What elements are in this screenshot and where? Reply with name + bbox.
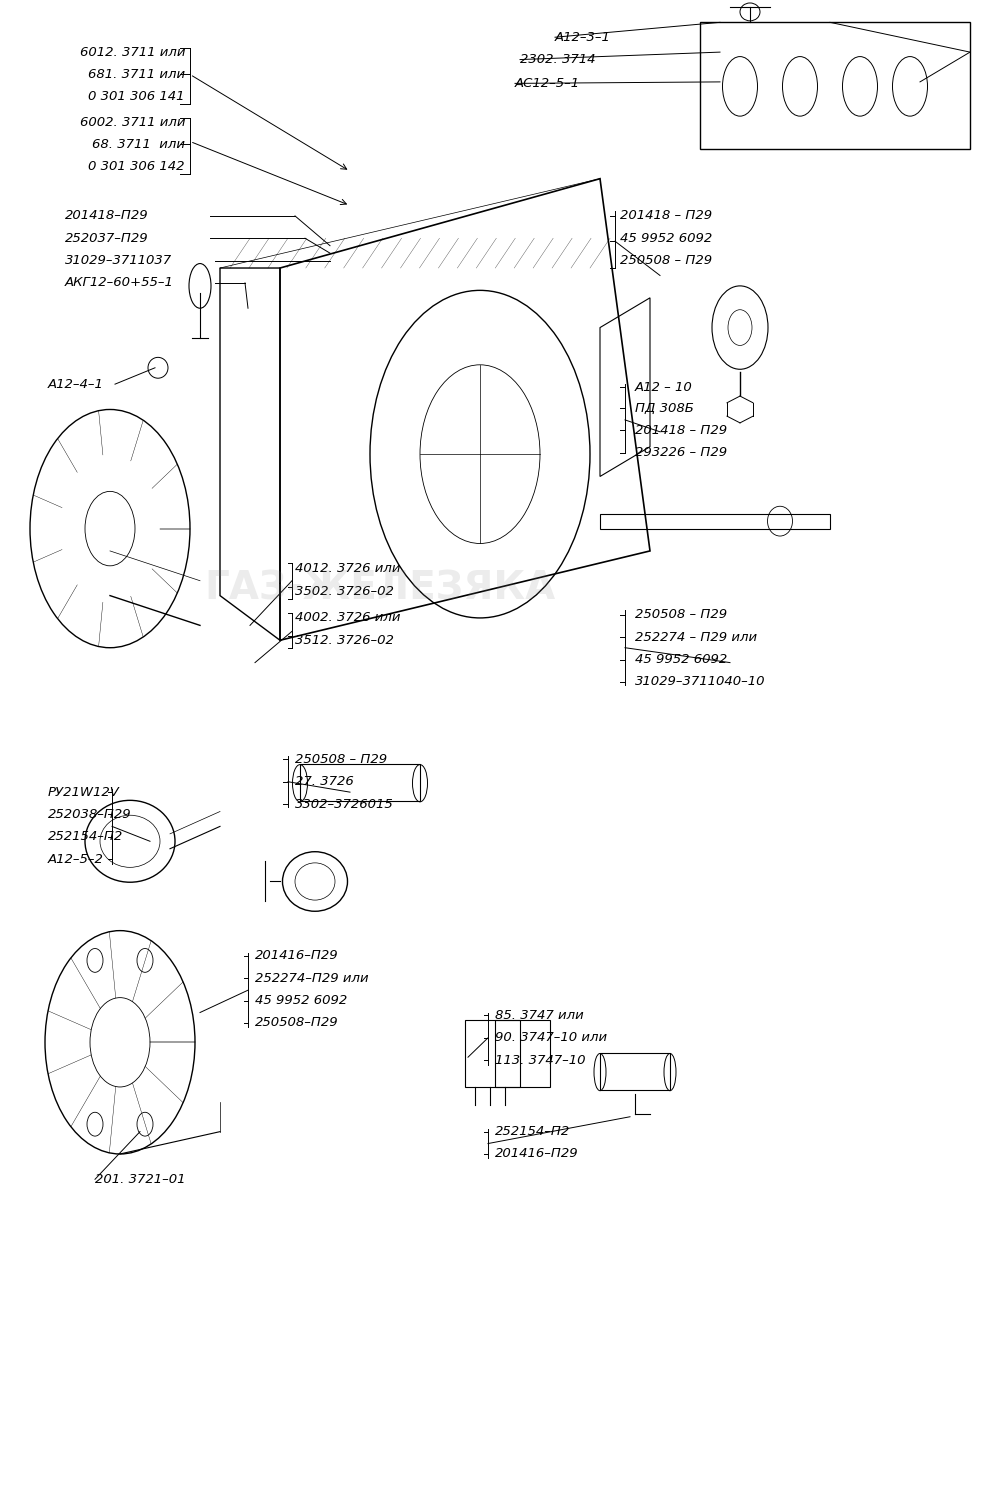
Text: 31029–3711040–10: 31029–3711040–10 (635, 676, 766, 688)
Text: 90. 3747–10 или: 90. 3747–10 или (495, 1032, 607, 1044)
Text: 201418 – П29: 201418 – П29 (635, 424, 727, 436)
Text: 252274 – П29 или: 252274 – П29 или (635, 631, 757, 643)
Bar (700, 22, 970, 149)
Text: 252274–П29 или: 252274–П29 или (255, 972, 369, 984)
Text: ПД 308Б: ПД 308Б (635, 402, 694, 414)
Bar (600, 1053, 670, 1090)
Bar (465, 1020, 520, 1087)
Text: 85. 3747 или: 85. 3747 или (495, 1010, 584, 1021)
Text: АКГ12–60+55–1: АКГ12–60+55–1 (65, 277, 174, 289)
Text: 45 9952 6092: 45 9952 6092 (620, 232, 712, 244)
Bar (495, 1020, 550, 1087)
Text: 201418–П29: 201418–П29 (65, 210, 149, 222)
Text: 27. 3726: 27. 3726 (295, 776, 354, 788)
Text: 3502. 3726–02: 3502. 3726–02 (295, 585, 394, 597)
Text: 681. 3711 или: 681. 3711 или (88, 68, 185, 80)
Text: ГАЗ-ЖЕЛЕЗЯКА: ГАЗ-ЖЕЛЕЗЯКА (204, 569, 556, 608)
Text: 252038–П29: 252038–П29 (48, 809, 132, 820)
Text: РУ21W12V: РУ21W12V (48, 786, 120, 798)
Text: 201. 3721–01: 201. 3721–01 (95, 1173, 186, 1185)
Text: А12–5–2: А12–5–2 (48, 853, 104, 865)
Text: 201418 – П29: 201418 – П29 (620, 210, 712, 222)
Text: 250508–П29: 250508–П29 (255, 1017, 339, 1029)
Text: А12–4–1: А12–4–1 (48, 378, 104, 390)
Text: 4002. 3726 или: 4002. 3726 или (295, 612, 400, 624)
Text: 3512. 3726–02: 3512. 3726–02 (295, 634, 394, 646)
Text: 6012. 3711 или: 6012. 3711 или (80, 46, 185, 58)
Text: 201416–П29: 201416–П29 (255, 950, 339, 962)
Text: 31029–3711037: 31029–3711037 (65, 255, 172, 267)
Text: 113. 3747–10: 113. 3747–10 (495, 1054, 586, 1066)
Text: 250508 – П29: 250508 – П29 (635, 609, 727, 621)
Text: А12–3–1: А12–3–1 (555, 31, 611, 43)
Bar (300, 764, 420, 801)
Text: 0 301 306 141: 0 301 306 141 (88, 91, 185, 103)
Text: 252154–П2: 252154–П2 (48, 831, 123, 843)
Text: 45 9952 6092: 45 9952 6092 (635, 654, 727, 666)
Text: АС12–5–1: АС12–5–1 (515, 77, 580, 89)
Text: 0 301 306 142: 0 301 306 142 (88, 161, 185, 173)
Text: 68. 3711  или: 68. 3711 или (92, 138, 185, 150)
Text: 201416–П29: 201416–П29 (495, 1148, 579, 1160)
Text: 6002. 3711 или: 6002. 3711 или (80, 116, 185, 128)
Text: 293226 – П29: 293226 – П29 (635, 447, 727, 459)
Text: 252037–П29: 252037–П29 (65, 232, 149, 244)
Text: 45 9952 6092: 45 9952 6092 (255, 995, 347, 1007)
Text: А12 – 10: А12 – 10 (635, 381, 693, 393)
Text: 2302. 3714: 2302. 3714 (520, 54, 596, 66)
Text: 250508 – П29: 250508 – П29 (295, 753, 387, 765)
Text: 4012. 3726 или: 4012. 3726 или (295, 563, 400, 575)
Text: 252154–П2: 252154–П2 (495, 1126, 570, 1138)
Text: 250508 – П29: 250508 – П29 (620, 255, 712, 267)
Text: 3302–3726015: 3302–3726015 (295, 798, 394, 810)
